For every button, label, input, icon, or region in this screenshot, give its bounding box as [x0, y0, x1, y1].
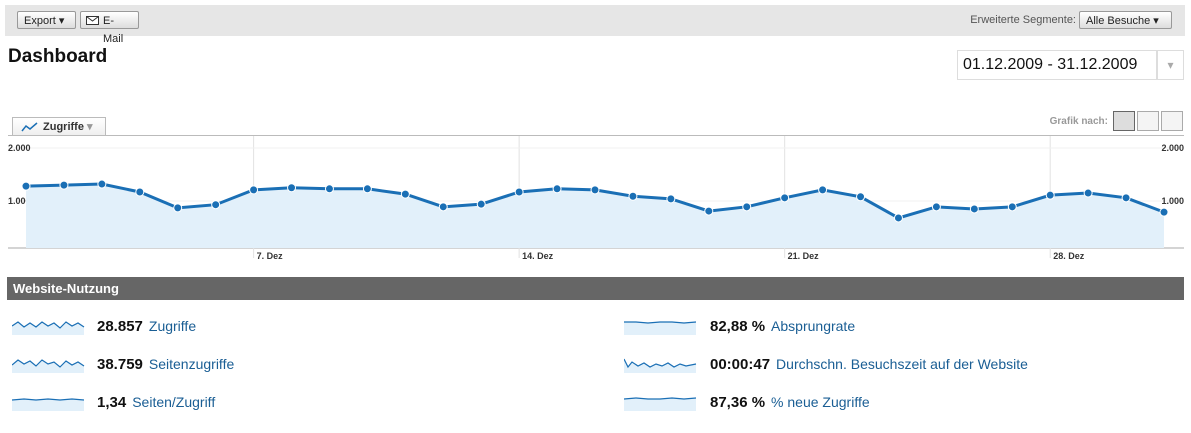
point — [211, 200, 221, 210]
segments-label: Erweiterte Segmente: — [970, 14, 1076, 26]
point — [856, 192, 866, 202]
point — [666, 194, 676, 204]
sparkline-line — [12, 321, 85, 329]
x-tick-label: 14. Dez — [522, 251, 554, 261]
metric: 1,34 Seiten/Zugriff — [97, 394, 215, 411]
point — [704, 206, 714, 216]
tab-icon — [21, 122, 38, 132]
metric-link[interactable]: Zugriffe — [148, 318, 197, 334]
metric-link[interactable]: Absprungrate — [771, 318, 856, 334]
sparkline-area — [624, 398, 696, 411]
sparkline-line — [624, 358, 697, 369]
point — [552, 184, 562, 194]
sparkline-area — [12, 322, 84, 335]
metric-value: 38.759 — [97, 356, 143, 373]
metric-link[interactable]: % neue Zugriffe — [771, 394, 870, 410]
date-range[interactable]: 01.12.2009 - 31.12.2009 — [957, 50, 1157, 80]
point — [135, 187, 145, 197]
sparkline — [624, 321, 697, 335]
point — [400, 189, 410, 199]
metric-value: 87,36 % — [710, 394, 766, 411]
point — [893, 213, 903, 223]
metric: 87,36 % % neue Zugriffe — [710, 394, 870, 411]
metric: 00:00:47 Durchschn. Besuchszeit auf der W… — [710, 356, 1028, 373]
segments-value: Alle Besuche — [1086, 15, 1151, 27]
sparkline-area — [12, 360, 84, 373]
point — [21, 181, 31, 191]
point — [1121, 193, 1131, 203]
view-week[interactable] — [1137, 111, 1159, 131]
sparkline — [12, 321, 85, 335]
y-tick-label: 1.000 — [8, 196, 31, 206]
metric: 28.857 Zugriffe — [97, 318, 196, 335]
point — [590, 185, 600, 195]
section-header: Website-Nutzung — [7, 277, 1184, 300]
point — [249, 185, 259, 195]
metric: 38.759 Seitenzugriffe — [97, 356, 234, 373]
view-month[interactable] — [1161, 111, 1183, 131]
point — [59, 180, 69, 190]
sparkline — [624, 397, 697, 411]
x-tick-label: 7. Dez — [257, 251, 284, 261]
view-day[interactable] — [1113, 111, 1135, 131]
chart: 7. Dez 14. Dez 21. Dez 28. Dez 1.000 1.000 2.0… — [8, 135, 1184, 261]
sparkline-area — [624, 322, 696, 335]
email-label: E-Mail — [103, 15, 124, 45]
point — [476, 199, 486, 209]
x-tick-label: 21. Dez — [788, 251, 820, 261]
mail-icon — [86, 16, 99, 25]
sparkline-line — [12, 398, 85, 401]
sparkline-line — [12, 359, 85, 368]
date-dropdown[interactable]: ▾ — [1157, 50, 1184, 80]
x-tick-label: 28. Dez — [1053, 251, 1085, 261]
point — [1083, 188, 1093, 198]
point — [969, 204, 979, 214]
sparkline-line — [624, 321, 697, 324]
point — [742, 202, 752, 212]
sparkline — [12, 398, 85, 411]
point — [780, 193, 790, 203]
metric-value: 1,34 — [97, 394, 127, 411]
metric: 82,88 % Absprungrate — [710, 318, 855, 335]
page-title: Dashboard — [8, 46, 108, 67]
email-button[interactable]: E-Mail — [80, 11, 139, 45]
metric-link[interactable]: Seiten/Zugriff — [132, 394, 216, 410]
sparkline-line — [624, 397, 697, 400]
sparkline-area — [624, 359, 696, 373]
point — [931, 202, 941, 212]
y-tick-label-right: 2.000 — [1161, 143, 1184, 153]
point — [173, 203, 183, 213]
sparkline — [624, 358, 697, 373]
export-label: Export — [24, 15, 56, 27]
point — [438, 202, 448, 212]
metric-value: 82,88 % — [710, 318, 766, 335]
point — [324, 184, 334, 194]
graph-by-label: Grafik nach: — [1049, 116, 1108, 127]
point — [1007, 202, 1017, 212]
sparkline — [12, 359, 85, 373]
point — [362, 184, 372, 194]
y-tick-label: 2.000 — [8, 143, 31, 153]
point — [628, 191, 638, 201]
toolbar — [5, 5, 1185, 36]
point — [818, 185, 828, 195]
metric-value: 28.857 — [97, 318, 143, 335]
metric-link[interactable]: Seitenzugriffe — [148, 356, 235, 372]
tab-arrow: ▾ — [87, 121, 93, 133]
point — [97, 179, 107, 189]
y-tick-label-right: 1.000 — [1161, 196, 1184, 206]
point — [1045, 190, 1055, 200]
metric-tab[interactable]: Zugriffe ▾ — [12, 117, 106, 136]
tab-label: Zugriffe — [43, 121, 84, 133]
area — [26, 184, 1164, 248]
metric-value: 00:00:47 — [710, 356, 771, 373]
export-button[interactable]: Export ▾ — [17, 11, 76, 29]
segments-select[interactable]: Alle Besuche ▾ — [1079, 11, 1172, 29]
point — [514, 187, 524, 197]
point — [1159, 207, 1169, 217]
sparkline-area — [12, 399, 84, 411]
metric-link[interactable]: Durchschn. Besuchszeit auf der Website — [776, 356, 1028, 372]
point — [287, 183, 297, 193]
